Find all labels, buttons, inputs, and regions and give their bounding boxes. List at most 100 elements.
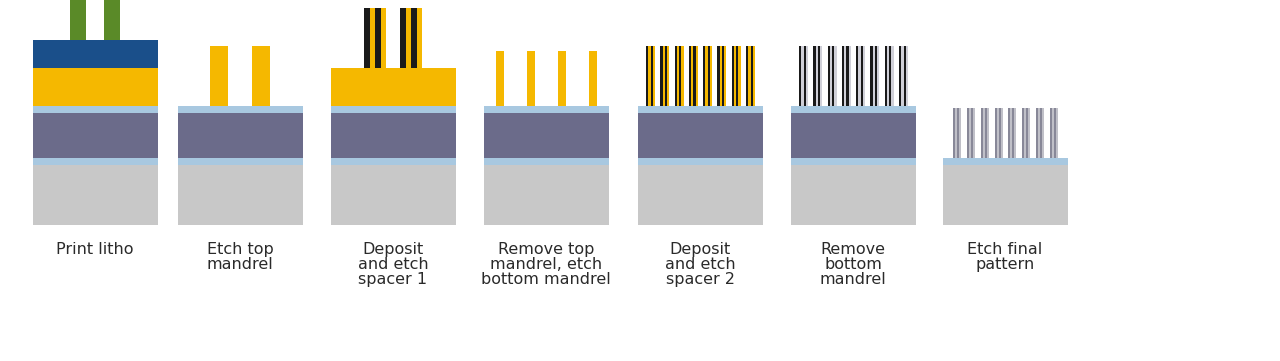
Bar <box>1053 108 1056 158</box>
Bar <box>332 68 456 106</box>
Bar <box>791 106 916 113</box>
Bar <box>998 108 1001 158</box>
Text: bottom: bottom <box>824 257 882 272</box>
Bar <box>815 46 818 106</box>
Bar <box>1010 108 1012 158</box>
Bar <box>906 46 908 106</box>
Bar <box>252 46 270 106</box>
Bar <box>663 46 664 106</box>
Text: spacer 2: spacer 2 <box>666 272 735 287</box>
Bar <box>675 46 677 106</box>
Bar <box>820 46 822 106</box>
Bar <box>733 46 736 106</box>
Bar <box>637 158 763 165</box>
Bar <box>969 108 970 158</box>
Bar <box>667 46 669 106</box>
Bar <box>33 106 157 113</box>
Bar <box>983 108 984 158</box>
Bar <box>332 113 456 158</box>
Bar <box>484 106 609 113</box>
Bar <box>724 46 727 106</box>
Bar <box>849 46 851 106</box>
Bar <box>178 113 303 158</box>
Bar <box>646 46 648 106</box>
Bar <box>828 46 829 106</box>
Bar <box>33 165 157 225</box>
Bar <box>746 46 749 106</box>
Bar <box>589 51 596 106</box>
Bar <box>1056 108 1059 158</box>
Bar <box>708 46 710 106</box>
Bar <box>380 8 387 68</box>
Text: mandrel, etch: mandrel, etch <box>490 257 602 272</box>
Bar <box>1012 108 1015 158</box>
Text: bottom mandrel: bottom mandrel <box>481 272 611 287</box>
Bar <box>739 46 741 106</box>
Bar <box>681 46 684 106</box>
Bar <box>959 108 961 158</box>
Bar <box>973 108 975 158</box>
Bar <box>484 158 609 165</box>
Bar <box>1042 108 1044 158</box>
Bar <box>637 113 763 158</box>
Bar <box>859 46 860 106</box>
Text: Print litho: Print litho <box>56 242 133 257</box>
Bar <box>33 40 157 68</box>
Bar <box>364 8 370 68</box>
Bar <box>416 8 422 68</box>
Bar <box>558 51 566 106</box>
Bar <box>943 158 1068 165</box>
Text: Etch top: Etch top <box>206 242 274 257</box>
Bar <box>870 46 873 106</box>
Bar <box>863 46 865 106</box>
Bar <box>406 8 411 68</box>
Bar <box>637 165 763 225</box>
Bar <box>884 46 887 106</box>
Bar <box>33 68 157 106</box>
Bar <box>876 46 877 106</box>
Bar <box>637 106 763 113</box>
Bar <box>1028 108 1030 158</box>
Bar <box>497 51 504 106</box>
Bar <box>954 108 955 158</box>
Bar <box>901 46 904 106</box>
Bar <box>650 46 653 106</box>
Bar <box>1027 108 1028 158</box>
Bar <box>1024 108 1027 158</box>
Bar <box>749 46 750 106</box>
Text: mandrel: mandrel <box>206 257 274 272</box>
Bar <box>660 46 663 106</box>
Bar <box>719 46 722 106</box>
Bar <box>957 108 959 158</box>
Bar <box>710 46 712 106</box>
Bar <box>995 108 997 158</box>
Bar <box>732 46 733 106</box>
Text: mandrel: mandrel <box>819 272 886 287</box>
Bar <box>801 46 804 106</box>
Bar <box>703 46 705 106</box>
Bar <box>955 108 957 158</box>
Bar <box>178 165 303 225</box>
Bar <box>887 46 890 106</box>
Bar <box>694 46 695 106</box>
Bar <box>832 46 835 106</box>
Bar <box>860 46 863 106</box>
Text: Remove top: Remove top <box>498 242 594 257</box>
Bar <box>856 46 859 106</box>
Bar <box>984 108 987 158</box>
Bar <box>332 165 456 225</box>
Bar <box>829 46 832 106</box>
Bar <box>980 108 983 158</box>
Text: Deposit: Deposit <box>669 242 731 257</box>
Bar <box>750 46 753 106</box>
Bar <box>375 8 380 68</box>
Bar <box>1041 108 1042 158</box>
Text: spacer 1: spacer 1 <box>358 272 428 287</box>
Bar <box>997 108 998 158</box>
Bar <box>411 8 416 68</box>
Bar <box>943 165 1068 225</box>
Text: Etch final: Etch final <box>968 242 1043 257</box>
Bar <box>799 46 801 106</box>
Text: Deposit: Deposit <box>362 242 424 257</box>
Text: and etch: and etch <box>664 257 735 272</box>
